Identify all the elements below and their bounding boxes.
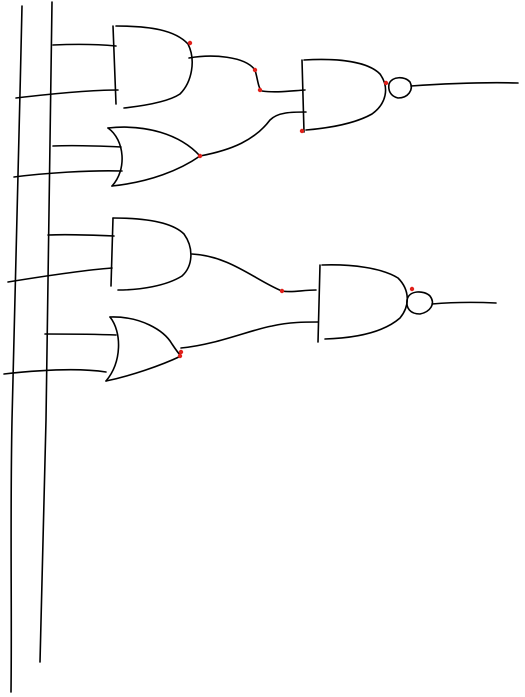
and-2-input-b-wire bbox=[7, 267, 113, 283]
or-2-input-b-wire bbox=[3, 369, 107, 375]
junction-dot bbox=[197, 153, 203, 159]
or-2-to-nand-2-wire bbox=[180, 321, 319, 349]
and-2-to-nand-2-wire bbox=[191, 253, 317, 293]
junction-dot bbox=[383, 80, 389, 86]
nand-gate-1 bbox=[301, 58, 413, 133]
or-1-input-b-wire bbox=[13, 170, 123, 178]
or-gate-2 bbox=[105, 316, 182, 382]
nand-gate-2 bbox=[317, 264, 434, 343]
junction-dot bbox=[187, 40, 193, 46]
junction-dot bbox=[299, 128, 305, 134]
and-1-to-nand-1-wire bbox=[188, 55, 306, 93]
and-1-input-b-wire bbox=[15, 89, 119, 99]
and-gate-1 bbox=[112, 25, 193, 109]
junction-dot bbox=[409, 286, 415, 292]
nand-1-output-wire bbox=[410, 81, 519, 87]
or-1-input-a-wire bbox=[52, 144, 122, 148]
junction-dot bbox=[257, 87, 263, 93]
nand-1-bubble bbox=[387, 76, 413, 99]
input-bus-right bbox=[39, 1, 53, 663]
input-bus-left bbox=[10, 5, 23, 693]
nand-2-output-wire bbox=[431, 301, 497, 305]
or-1-to-nand-1-wire bbox=[199, 111, 307, 157]
junction-dot bbox=[252, 67, 258, 73]
connection-dots bbox=[177, 40, 415, 359]
or-2-input-a-wire bbox=[44, 333, 117, 336]
and-1-input-a-wire bbox=[52, 43, 117, 47]
and-gate-2 bbox=[110, 217, 192, 291]
nand-2-bubble bbox=[406, 291, 434, 315]
junction-dot bbox=[177, 353, 183, 359]
junction-dot bbox=[279, 288, 285, 294]
junction-dot bbox=[178, 349, 184, 355]
and-2-input-a-wire bbox=[47, 233, 115, 237]
or-gate-1 bbox=[107, 126, 201, 187]
